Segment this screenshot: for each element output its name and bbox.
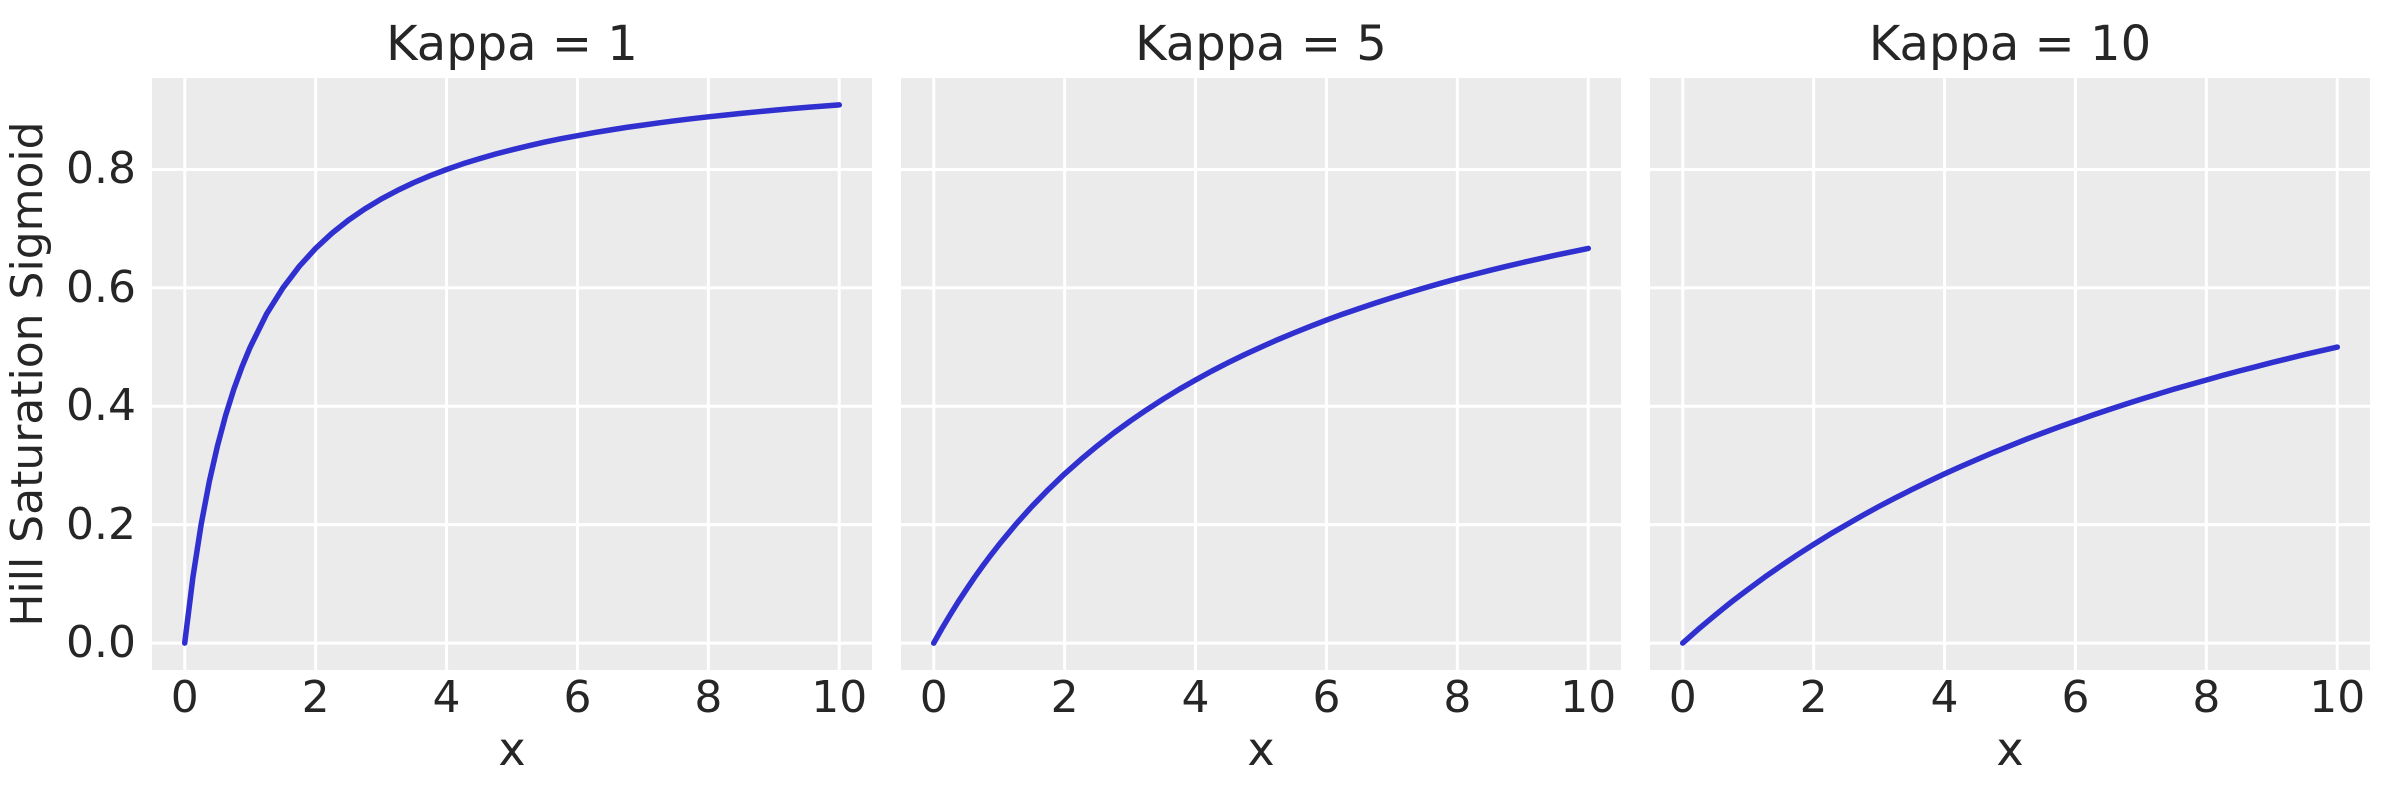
- y-tick-label: 0.0: [66, 617, 136, 669]
- x-axis-label: x: [498, 722, 526, 776]
- x-tick-label: 0: [170, 672, 199, 723]
- x-tick-label: 4: [1181, 672, 1210, 723]
- y-tick-label: 0.4: [66, 380, 136, 432]
- subplot-kappa-1: Kappa = 1 0 2 4 6 8 10 x: [152, 18, 872, 772]
- x-tick-label: 6: [2061, 672, 2090, 723]
- y-axis-label: Hill Saturation Sigmoid: [2, 121, 53, 627]
- subplot-kappa-10: Kappa = 10 0 2 4 6 8 10 x: [1650, 18, 2370, 772]
- x-tick-label: 2: [301, 672, 330, 723]
- x-tick-label: 2: [1799, 672, 1828, 723]
- subplot-title: Kappa = 5: [1135, 16, 1387, 72]
- plot-area: 0 2 4 6 8 10: [901, 78, 1621, 720]
- curve-kappa-10: [1679, 344, 2341, 646]
- y-tick-label: 0.2: [66, 498, 136, 550]
- x-axis-label: x: [1996, 722, 2024, 776]
- x-tick-label: 2: [1050, 672, 1079, 723]
- x-tick-label: 4: [1930, 672, 1959, 723]
- x-tick-label: 8: [1443, 672, 1472, 723]
- curve-kappa-5: [930, 245, 1592, 646]
- subplot-kappa-5: Kappa = 5 0 2 4 6 8 10 x: [901, 18, 1621, 772]
- x-tick-label: 0: [919, 672, 948, 723]
- x-axis-label: x: [1247, 722, 1275, 776]
- subplot-title: Kappa = 1: [386, 16, 638, 72]
- plot-area: 0 2 4 6 8 10: [152, 78, 872, 720]
- x-tick-label: 10: [1560, 672, 1617, 723]
- y-tick-label: 0.6: [66, 261, 136, 313]
- subplot-title: Kappa = 10: [1868, 16, 2152, 72]
- x-tick-label: 6: [563, 672, 592, 723]
- curve-canvas: [901, 78, 1621, 670]
- x-tick-label: 4: [432, 672, 461, 723]
- curve-canvas: [152, 78, 872, 670]
- plot-area: 0 2 4 6 8 10: [1650, 78, 2370, 720]
- x-tick-label: 8: [694, 672, 723, 723]
- x-tick-label: 8: [2192, 672, 2221, 723]
- curve-canvas: [1650, 78, 2370, 670]
- x-tick-label: 0: [1668, 672, 1697, 723]
- x-tick-label: 10: [811, 672, 868, 723]
- y-tick-label: 0.8: [66, 143, 136, 195]
- x-tick-label: 10: [2309, 672, 2366, 723]
- x-tick-label: 6: [1312, 672, 1341, 723]
- curve-kappa-1: [181, 102, 843, 646]
